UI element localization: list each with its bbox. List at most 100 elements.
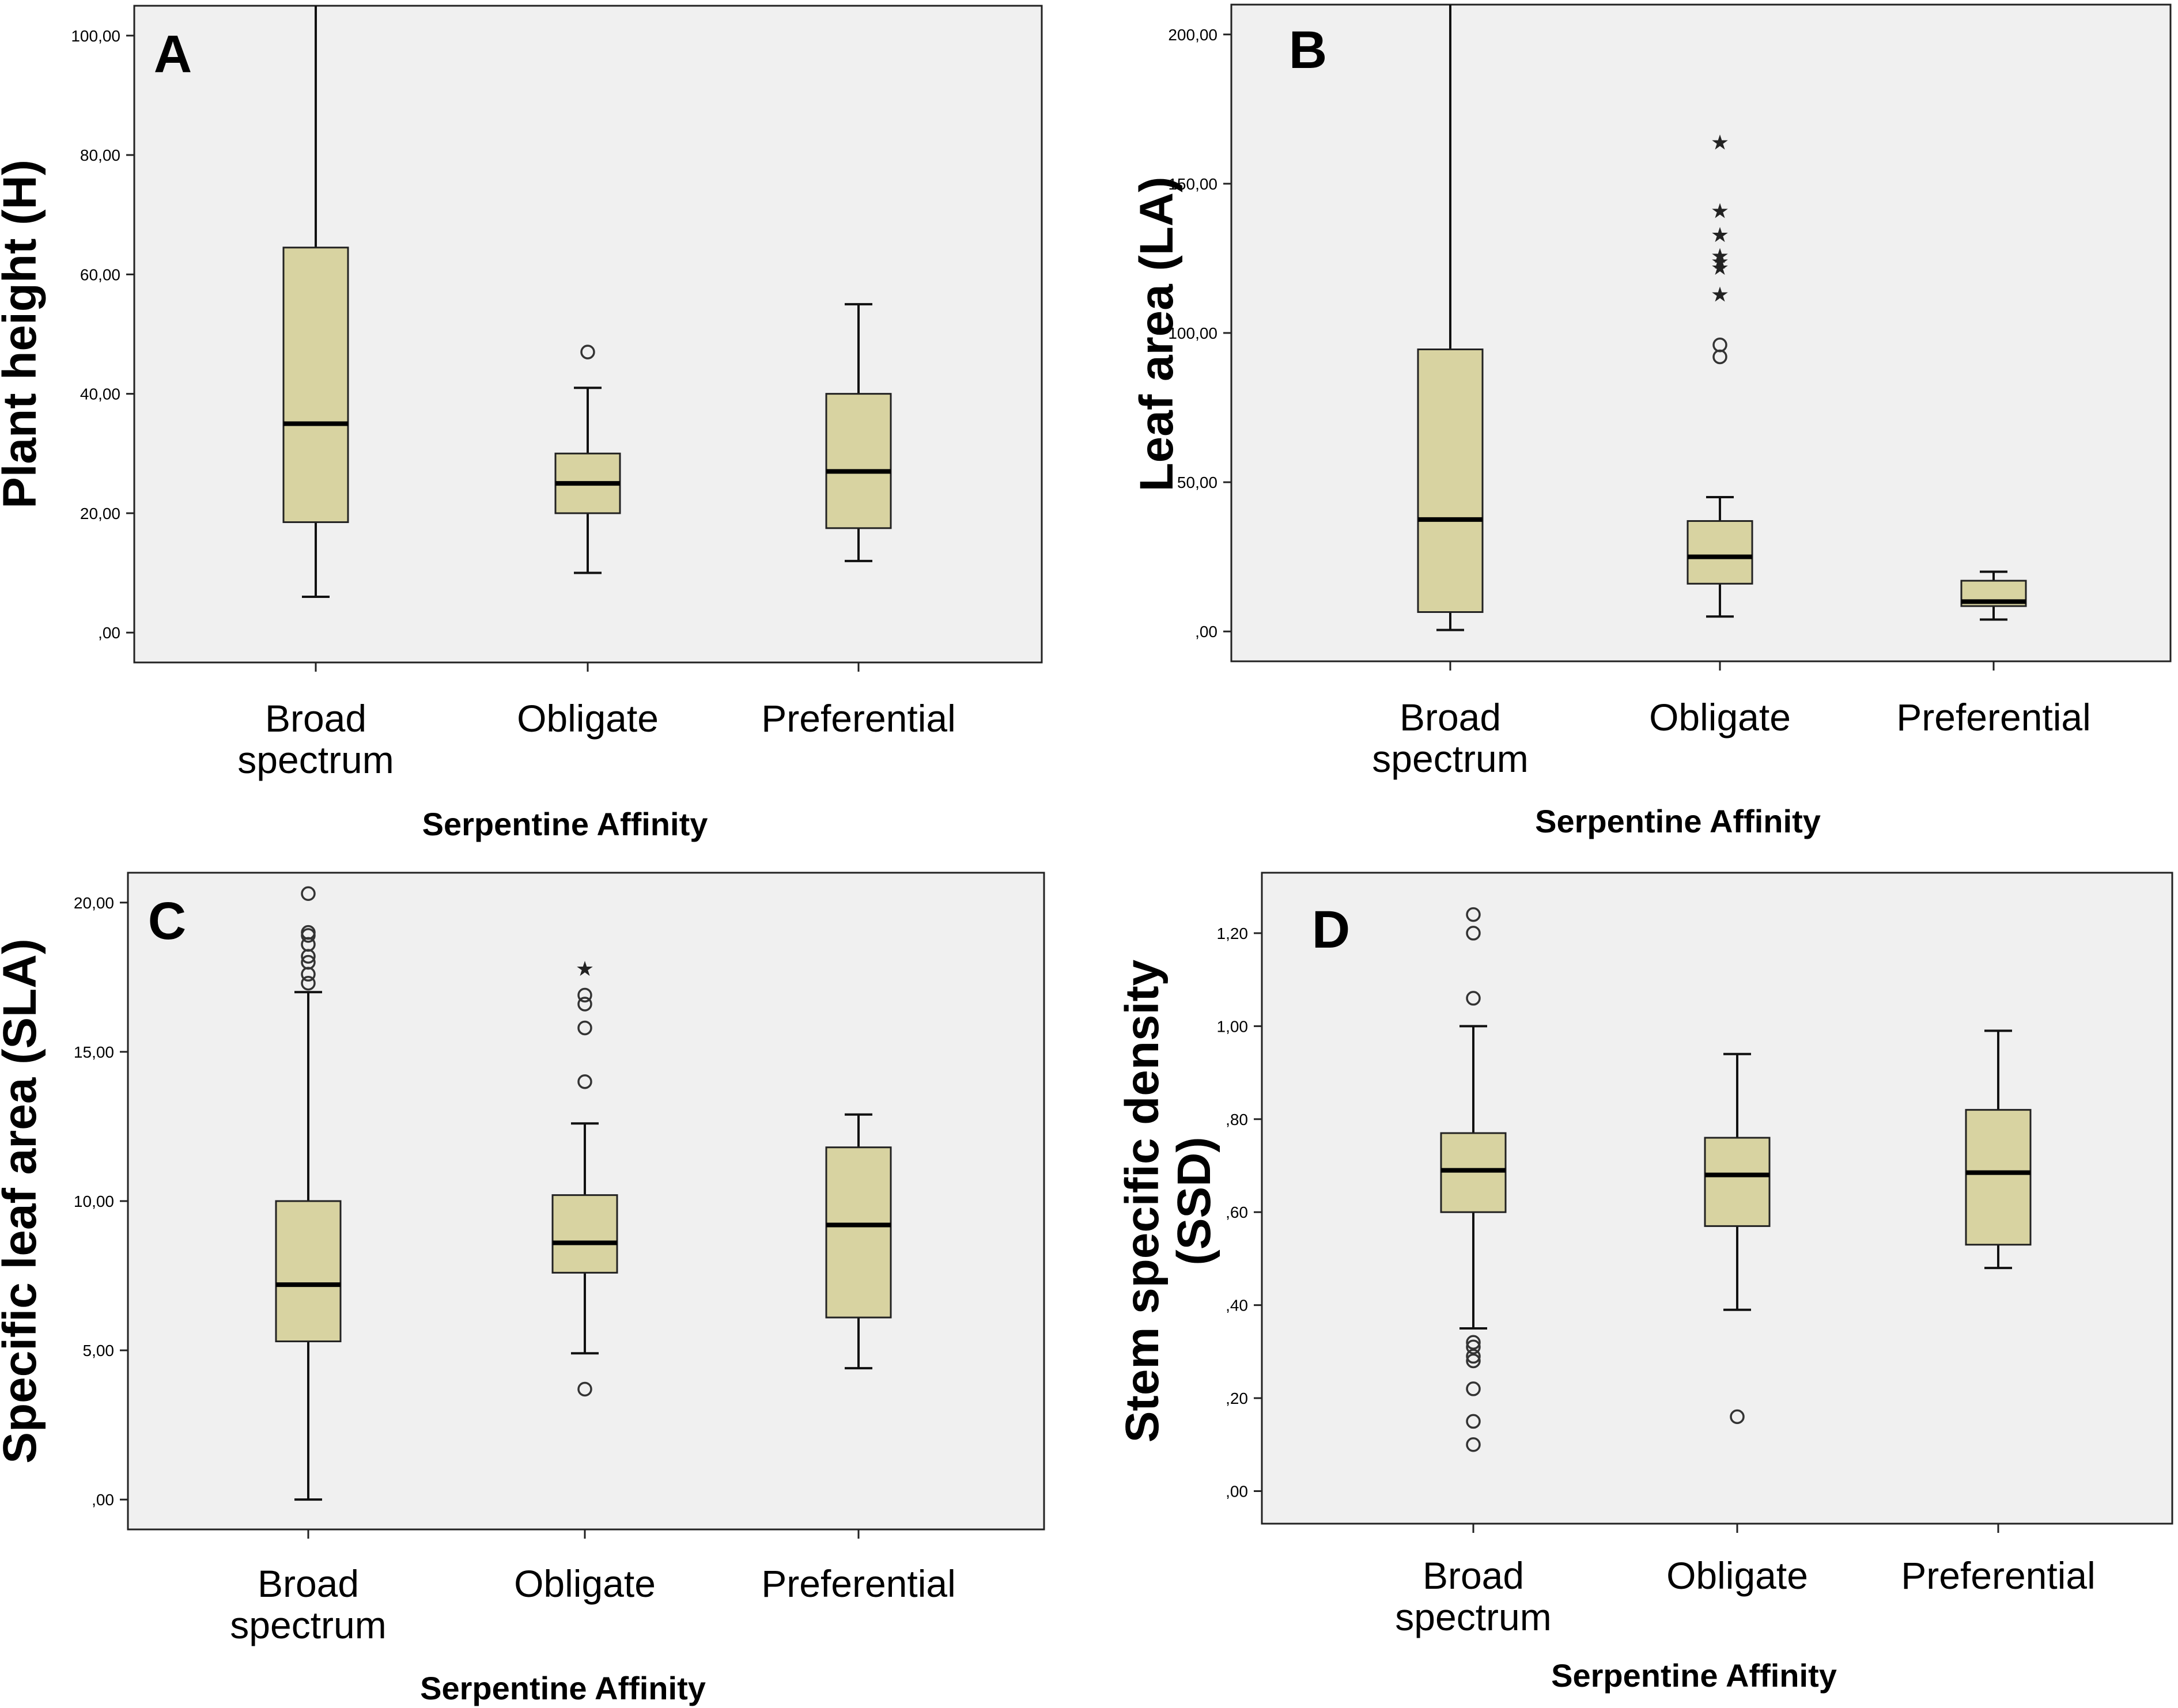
box-preferential [825,1113,892,1370]
x-category-label: Obligate [517,697,659,740]
y-tick-label: 1,00 [1217,1017,1249,1035]
iqr-box [1965,1109,2032,1246]
outlier-point [1466,926,1481,941]
y-tick-label: ,00 [98,624,120,642]
iqr-box [282,247,349,523]
outlier-point [1466,1335,1481,1350]
box-broad [1440,907,1507,1452]
outlier-point [1466,1437,1481,1452]
iqr-box [825,1146,892,1319]
y-tick-label: 80,00 [80,146,120,164]
iqr-box [1704,1137,1771,1227]
outlier-point [577,1020,592,1036]
extreme-point: ★ [1711,244,1729,267]
x-category-label: Obligate [1666,1554,1808,1597]
outlier-point [1712,337,1727,353]
y-tick-label: ,00 [92,1491,114,1509]
outlier-point [1466,1353,1481,1369]
y-tick-label: 40,00 [80,385,120,403]
x-category-label: Preferential [761,697,956,740]
x-category-label: Preferential [1901,1554,2096,1597]
y-tick-label: 15,00 [74,1043,114,1061]
y-tick-label: ,00 [1226,1483,1248,1501]
iqr-box [275,1200,342,1343]
x-axis-label: Serpentine Affinity [1535,803,1821,839]
outlier-point [301,886,316,902]
outlier-point [1466,907,1481,922]
y-tick-label: ,60 [1226,1203,1248,1221]
box-obligate: ★ [551,957,618,1397]
panel-letter: A [154,25,192,84]
extreme-point: ★ [1711,250,1729,274]
box-preferential [825,303,892,562]
y-axis-label: Leaf area (LA) [1130,177,1183,492]
y-tick-label: 100,00 [71,27,120,45]
outlier-point [301,975,316,991]
iqr-box [1440,1132,1507,1213]
y-tick-label: ,40 [1226,1297,1248,1315]
x-category-label-line2: spectrum [237,739,394,781]
y-tick-label: 1,20 [1217,925,1249,942]
y-axis-label-line2: (SSD) [1168,1137,1220,1265]
y-tick-label: 10,00 [74,1192,114,1210]
outlier-point [1466,1349,1481,1364]
y-tick-label: 5,00 [83,1342,115,1359]
y-tick-label: 20,00 [74,894,114,912]
y-tick-label: ,00 [1195,623,1217,641]
x-category-label: Broad [265,697,366,740]
outlier-point [1466,1339,1481,1355]
outlier-point [577,1074,592,1089]
outlier-point [1466,991,1481,1006]
x-category-label: Broad [1423,1554,1524,1597]
outlier-point [1466,1414,1481,1429]
x-category-label: Broad [258,1562,359,1605]
y-tick-label: 60,00 [80,266,120,283]
box-preferential [1965,1029,2032,1270]
box-obligate [1704,1052,1771,1425]
y-axis-label: Stem specific density [1116,959,1169,1442]
outlier-point [577,997,592,1012]
x-category-label-line2: spectrum [1395,1596,1551,1638]
outlier-point [301,955,316,970]
y-tick-label: 50,00 [1177,474,1217,491]
x-axis-label: Serpentine Affinity [420,1670,706,1706]
y-tick-label: 100,00 [1168,324,1217,342]
panel-a: ,00 20,00 40,00 60,00 80,00 100,00 Broadspectr… [0,5,1043,842]
panel-letter: B [1289,21,1327,79]
x-axis-label: Serpentine Affinity [422,806,708,842]
x-category-label: Preferential [1896,696,2091,739]
y-tick-label: 200,00 [1168,26,1217,44]
outlier-point [577,1381,592,1397]
extreme-point: ★ [1711,130,1729,154]
extreme-point: ★ [576,957,594,980]
outlier-point [577,987,592,1003]
iqr-box [551,1194,618,1274]
box-preferential [1960,570,2027,621]
x-category-label-line2: spectrum [1372,737,1528,780]
x-category-label: Preferential [761,1562,956,1605]
box-obligate [554,344,621,574]
outlier-point [301,925,316,940]
y-tick-label: ,20 [1226,1389,1248,1407]
iqr-box [825,393,892,529]
extreme-point: ★ [1711,256,1729,279]
box-broad [282,6,349,598]
box-broad [275,886,342,1501]
x-category-label: Broad [1400,696,1501,739]
outlier-point [1466,1381,1481,1396]
x-category-label: Obligate [514,1562,656,1605]
extreme-point: ★ [1711,199,1729,223]
x-category-label-line2: spectrum [230,1604,386,1646]
panel-letter: D [1312,900,1350,959]
box-obligate: ★★★★★★★ [1687,130,1753,618]
outlier-point [580,344,595,359]
outlier-point [1730,1409,1745,1425]
y-axis-label: Specific leaf area (SLA) [0,938,46,1463]
iqr-box [1417,349,1484,613]
iqr-box [1687,520,1753,585]
extreme-point: ★ [1711,223,1729,247]
